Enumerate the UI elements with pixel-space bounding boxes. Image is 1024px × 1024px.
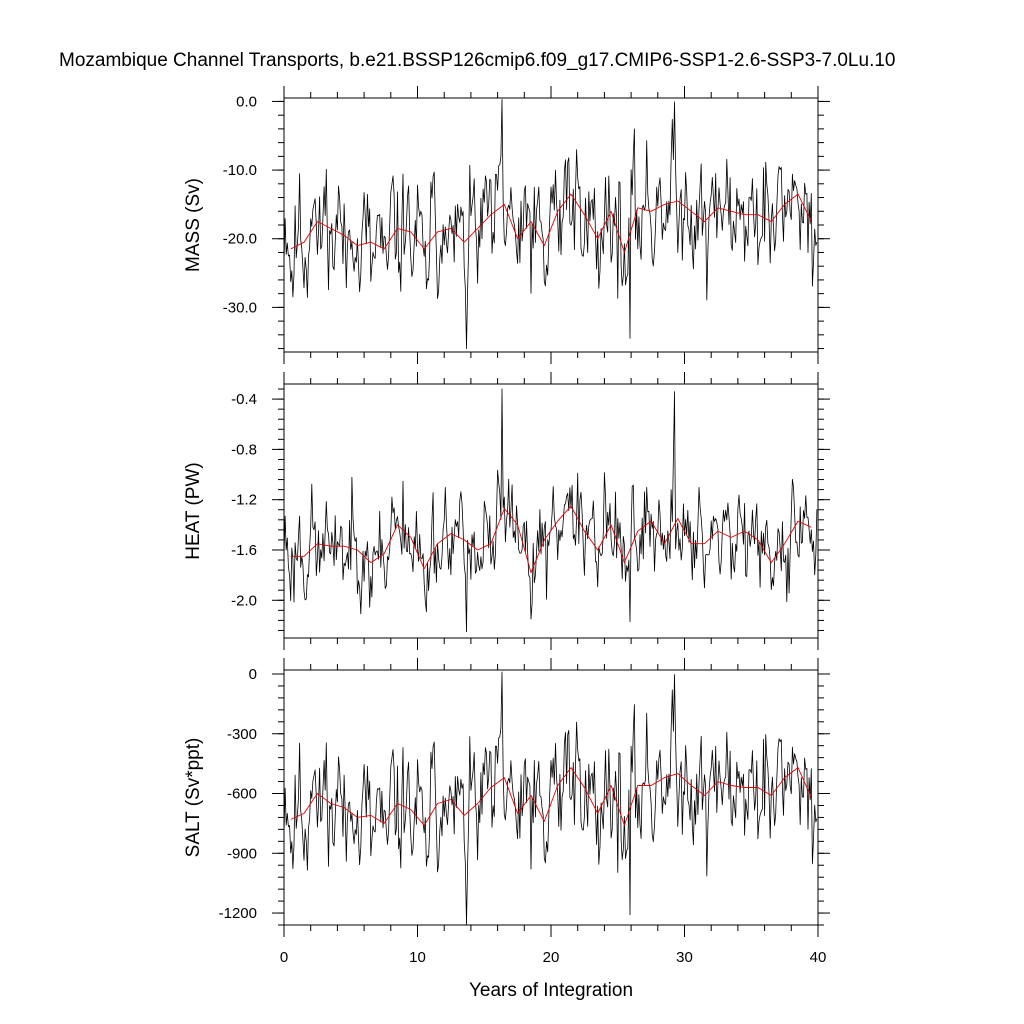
y-tick-label: -600 (227, 786, 257, 803)
annual-mean-line (290, 505, 812, 574)
y-tick-label: -2.0 (231, 592, 257, 609)
panel-1: 0.0 -10.0 -20.0 -30.0 MASS (Sv) (183, 86, 830, 364)
raw-series-line (283, 671, 818, 926)
x-tick-label: 30 (676, 949, 693, 966)
plot-frame (283, 669, 819, 926)
y-axis-label: SALT (Sv*ppt) (183, 738, 204, 858)
y-tick-label: -10.0 (223, 162, 257, 179)
y-tick-label: -0.4 (231, 391, 257, 408)
annual-mean-line (290, 767, 812, 826)
y-tick-label: -1.2 (231, 492, 257, 509)
chart-title: Mozambique Channel Transports, b.e21.BSS… (59, 50, 895, 71)
x-tick-label: 10 (409, 949, 426, 966)
annual-mean-line (290, 193, 812, 253)
y-tick-label: -20.0 (223, 231, 257, 248)
y-tick-label: -900 (227, 845, 257, 862)
y-tick-label: 0.0 (236, 93, 257, 110)
y-tick-label: -1200 (219, 905, 257, 922)
x-tick-label: 0 (280, 949, 288, 966)
y-axis-label: HEAT (PW) (183, 462, 204, 559)
panel-3: 0 -300 -600 -900 -1200 0 10 20 30 40 SALT (Sv*ppt)… (183, 658, 830, 1001)
raw-series-line (283, 388, 818, 633)
y-tick-label: -300 (227, 726, 257, 743)
y-tick-label: -1.6 (231, 542, 257, 559)
x-tick-label: 40 (810, 949, 827, 966)
y-tick-label: -30.0 (223, 299, 257, 316)
x-tick-label: 20 (543, 949, 560, 966)
x-axis-label: Years of Integration (469, 980, 633, 1001)
y-tick-label: 0 (249, 666, 257, 683)
y-axis-label: MASS (Sv) (183, 178, 204, 272)
plot-frame (283, 97, 819, 353)
y-tick-label: -0.8 (231, 441, 257, 458)
raw-series-line (283, 99, 818, 350)
panel-2: -0.4 -0.8 -1.2 -1.6 -2.0 HEAT (PW) (183, 372, 830, 650)
